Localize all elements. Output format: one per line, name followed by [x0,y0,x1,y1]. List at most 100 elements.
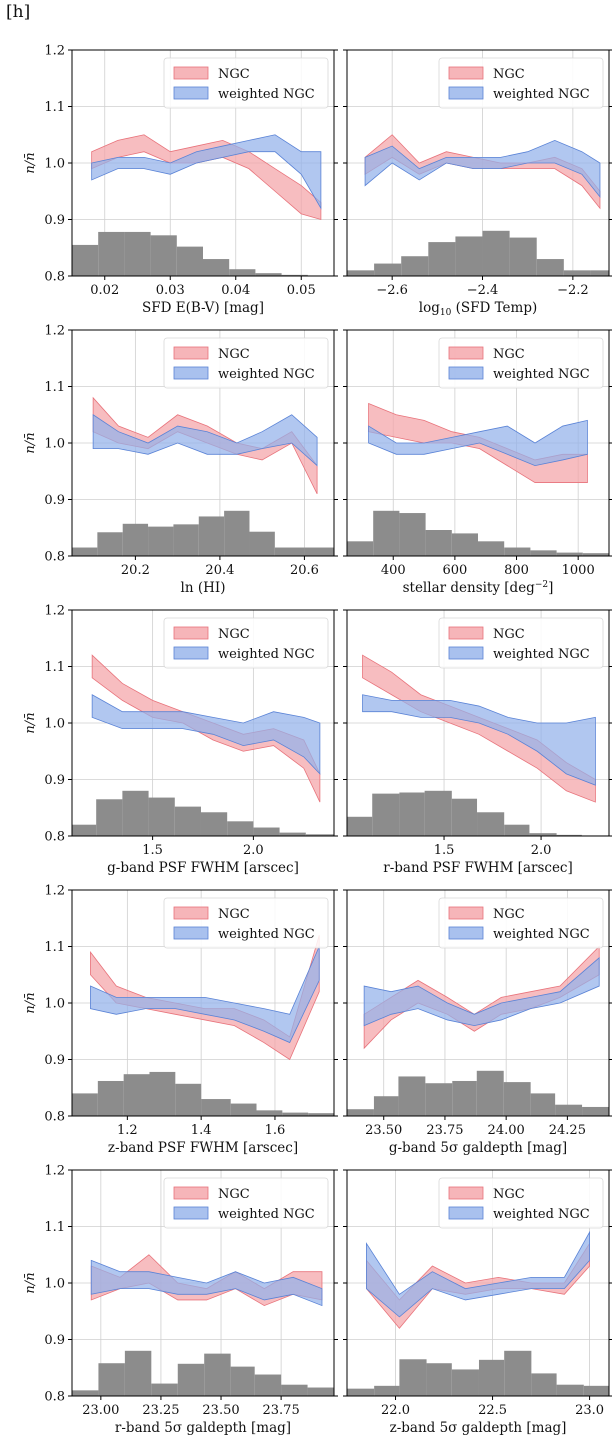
histogram-bar [149,1071,176,1116]
legend-swatch-ngc [173,1186,209,1200]
histogram-bar [347,1109,374,1116]
legend: NGC weighted NGC [438,1177,604,1229]
y-tick-label: 1.0 [44,717,65,732]
y-tick-label: 1.1 [44,660,65,675]
histogram-bar [425,1083,453,1116]
histogram-bar [373,1096,399,1116]
histogram-bar [123,1074,150,1116]
plot-area [347,945,609,1116]
histogram-bar [556,552,583,556]
histogram-bar [590,270,609,276]
histogram-bar [173,524,199,556]
legend-label-ngc: NGC [218,627,250,642]
histogram-bar [556,1384,584,1396]
x-tick-label: −2.6 [376,283,408,298]
y-tick-label: 0.8 [44,270,65,285]
plot-area [347,654,609,836]
legend-swatch-weighted [448,86,484,100]
histogram-bar [374,1385,400,1396]
histogram-bar [274,547,305,556]
x-tick-label: 24.25 [549,1123,586,1138]
plot-area [72,134,334,276]
chart-panel-9: 0.8 0.9 1.0 1.1 1.2 23.00 23.25 23.50 23.75 r-ban… [23,1164,338,1436]
legend: NGC weighted NGC [163,337,329,389]
y-tick-label: 1.1 [44,940,65,955]
weighted-ngc-band [366,1230,590,1318]
histogram-bar [428,242,456,276]
histogram-bar [529,833,557,836]
x-axis-label: z-band 5σ galdepth [mag] [390,1420,567,1436]
y-tick-label: 0.8 [44,1390,65,1405]
y-axis-label: n/n̄ [23,712,38,733]
histogram-bar [97,532,123,556]
y-tick-label: 0.8 [44,830,65,845]
plot-area [347,402,609,556]
histogram-bar [255,273,282,276]
histogram-bar [347,816,373,836]
plot-area [347,1230,609,1396]
chart-panel-1: 0.8 0.9 1.0 1.1 1.2 0.02 0.03 0.04 0.05 SFD E(B-V… [23,44,338,316]
histogram-bar [582,1106,609,1116]
histogram-bar [583,1385,609,1396]
x-tick-label: 0.02 [90,283,119,298]
histogram-bar [372,793,400,836]
legend-swatch-weighted [448,646,484,660]
histogram-bar [96,799,123,836]
legend-swatch-ngc [173,626,209,640]
legend-label-weighted: weighted NGC [493,1207,590,1222]
plot-area [72,396,334,556]
legend-swatch-ngc [448,626,484,640]
histogram-bar [203,259,230,276]
histogram-bar [307,1387,334,1396]
histogram-bar [249,531,275,556]
x-tick-label: 600 [442,563,467,578]
x-axis-label: z-band PSF FWHM [arscec] [108,1140,298,1156]
histogram-bar [98,231,125,276]
y-tick-label: 1.0 [44,997,65,1012]
weighted-ngc-band [90,1259,323,1307]
histogram-bar [424,790,452,836]
legend-swatch-ngc [173,346,209,360]
histogram-bar [582,553,609,556]
histogram-bar [399,1359,427,1396]
histogram-bar [504,547,531,556]
legend-swatch-ngc [448,1186,484,1200]
legend: NGC weighted NGC [438,897,604,949]
chart-panel-10: 22.0 22.5 23.0 z-band 5σ galdepth [mag] NGC w… [343,1169,612,1436]
histogram-bar [347,541,374,556]
histogram-bar [229,269,256,276]
legend: NGC weighted NGC [163,57,329,109]
x-tick-label: 20.4 [205,563,234,578]
histogram-bar [347,1388,375,1396]
legend-swatch-weighted [448,366,484,380]
y-tick-label: 0.9 [44,213,65,228]
x-tick-label: 23.0 [575,1403,604,1418]
x-axis-label: SFD E(B-V) [mag] [142,300,264,316]
histogram-bar [398,1076,426,1116]
legend: NGC weighted NGC [438,337,604,389]
y-tick-label: 0.8 [44,550,65,565]
x-tick-label: 2.0 [531,843,552,858]
chart-panel-5: 0.8 0.9 1.0 1.1 1.2 1.5 2.0 g-band PSF FWHM [ar… [23,604,338,876]
chart-panel-6: 1.5 2.0 r-band PSF FWHM [arscec] NGC weighte… [343,609,612,876]
legend-label-ngc: NGC [218,347,250,362]
histogram-bar [72,244,99,276]
x-axis-label: g-band PSF FWHM [arscec] [107,860,299,876]
y-tick-label: 1.2 [44,44,65,59]
histogram-bar [72,1390,99,1396]
weighted-ngc-band [363,956,600,1027]
x-tick-label: 23.75 [263,1403,300,1418]
x-tick-label: 2.0 [243,843,264,858]
x-tick-label: 23.25 [142,1403,179,1418]
y-tick-label: 1.1 [44,100,65,115]
y-axis-label: n/n̄ [23,1272,38,1293]
histogram-bar [72,547,98,556]
y-tick-label: 0.9 [44,493,65,508]
legend-label-weighted: weighted NGC [218,367,315,382]
weighted-ngc-band [92,414,318,467]
legend-swatch-weighted [173,1206,209,1220]
x-tick-label: 1.4 [191,1123,212,1138]
histogram-bar [476,1070,504,1116]
legend-label-ngc: NGC [493,1187,525,1202]
